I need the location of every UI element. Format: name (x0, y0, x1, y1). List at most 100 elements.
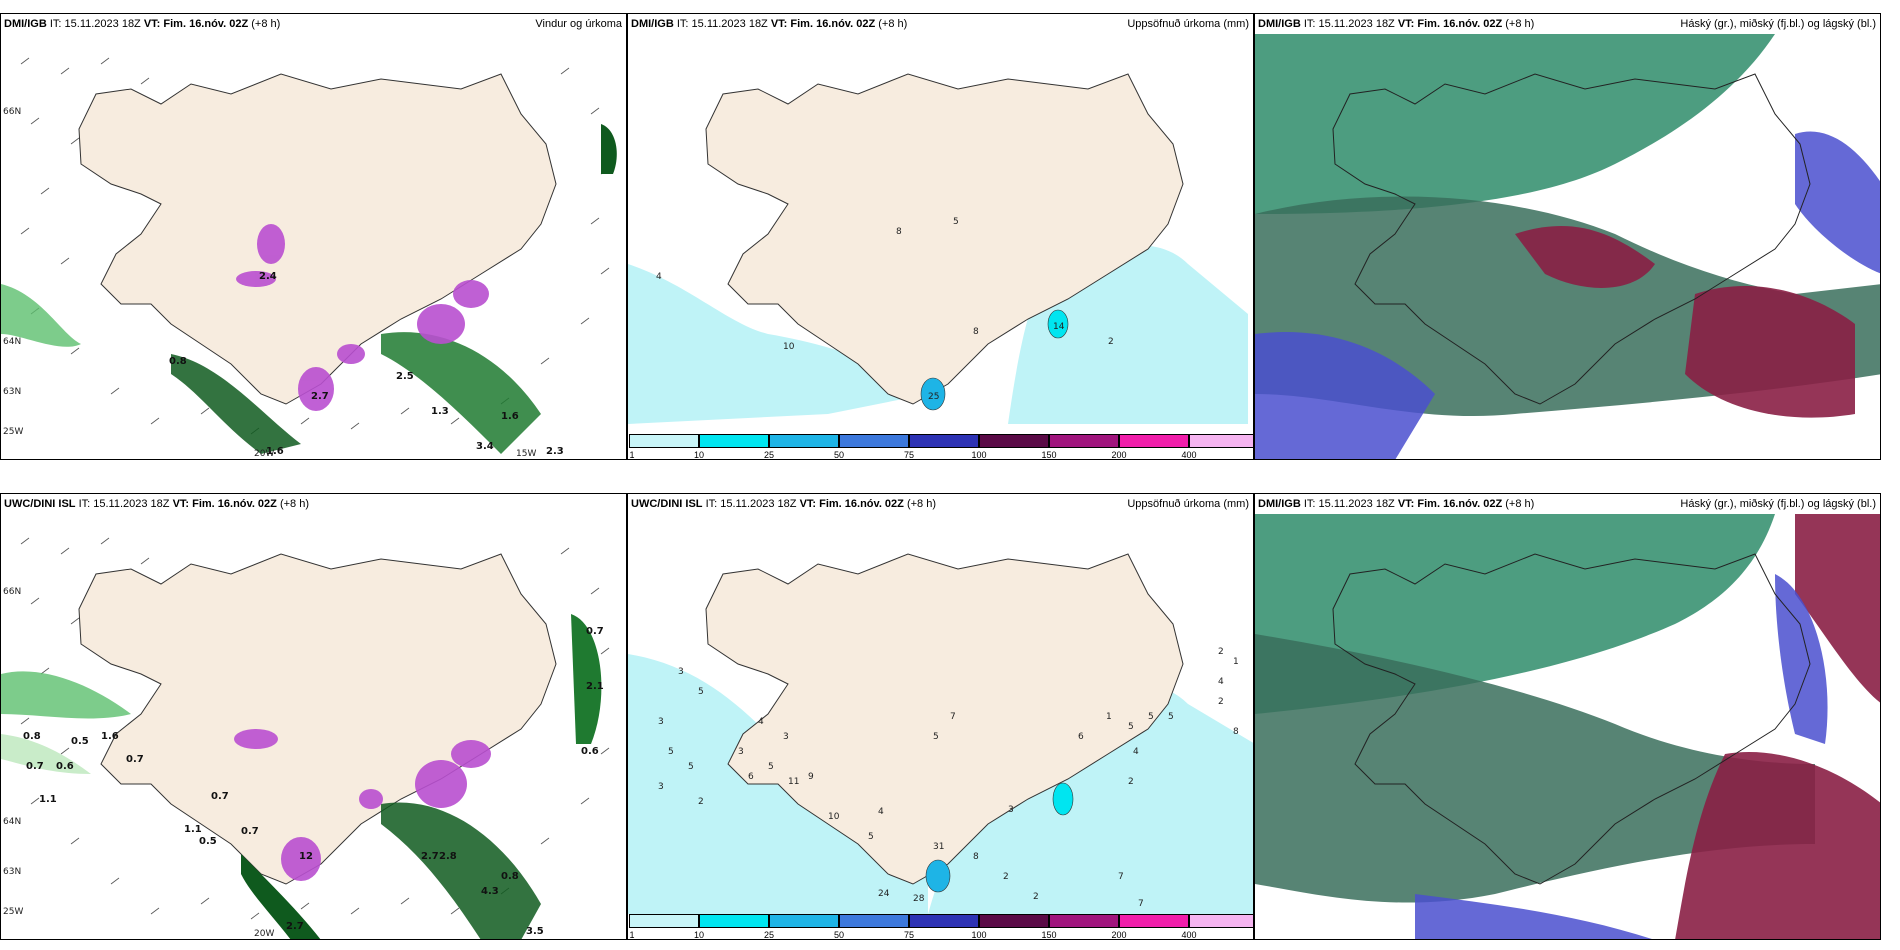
colorbar-tick: 100 (971, 450, 987, 460)
lat-label: 63N (3, 387, 21, 397)
value-label: 4 (758, 717, 764, 727)
init-time: 15.11.2023 18Z (691, 18, 768, 30)
accum-precip-map: 3 5 3 4 3 5 5 3 2 3 6 5 11 9 10 4 5 7 5 … (628, 553, 1253, 914)
value-label: 5 (933, 732, 939, 742)
value-label: 2 (698, 797, 704, 807)
colorbar-swatch (1119, 434, 1189, 448)
value-label: 9 (808, 772, 814, 782)
colorbar-swatch (979, 914, 1049, 928)
value-label: 8 (1233, 727, 1239, 737)
colorbar-tick: 400 (1181, 450, 1197, 460)
iceland-outline (1332, 73, 1811, 405)
value-label: 1.3 (431, 406, 449, 417)
init-time: 15.11.2023 18Z (1318, 498, 1395, 510)
value-label: 14 (1053, 322, 1065, 332)
value-label: 7 (1118, 872, 1124, 882)
valid-time: Fim. 16.nóv. 02Z (163, 18, 249, 30)
colorbar-swatch (909, 914, 979, 928)
value-label: 2 (1033, 892, 1039, 902)
value-label: 2.3 (546, 446, 564, 457)
panel-title: Uppsöfnuð úrkoma (mm) (1127, 18, 1249, 30)
panel-header: DMI/IGB IT: 15.11.2023 18Z VT: Fim. 16.n… (1, 14, 626, 34)
panel-title: Háský (gr.), miðský (fj.bl.) og lágský (… (1680, 498, 1876, 510)
cloud-cover-map (1255, 34, 1880, 459)
lon-label: 20W (254, 449, 274, 459)
value-label: 1 (1106, 712, 1112, 722)
precip-magenta (236, 224, 489, 411)
value-label: 1.1 (39, 794, 57, 805)
model-name: UWC/DINI ISL (631, 498, 703, 510)
value-label: 2.7 (286, 921, 304, 932)
colorbar-tick: 75 (903, 930, 915, 940)
value-label: 3 (678, 667, 684, 677)
value-label: 8 (973, 327, 979, 337)
value-label: 10 (828, 812, 840, 822)
value-label: 0.8 (169, 356, 187, 367)
value-label: 4 (656, 272, 662, 282)
value-label: 1 (1233, 657, 1239, 667)
value-label: 2 (1108, 337, 1114, 347)
value-label: 3.4 (476, 441, 494, 452)
colorbar-tick: 50 (833, 930, 845, 940)
colorbar-swatch (1189, 914, 1253, 928)
valid-time: Fim. 16.nóv. 02Z (790, 18, 876, 30)
panel-title: Háský (gr.), miðský (fj.bl.) og lágský (… (1680, 18, 1876, 30)
lat-label: 66N (3, 587, 21, 597)
model-name: DMI/IGB (631, 18, 674, 30)
value-label: 5 (1128, 722, 1134, 732)
colorbar-tick: 150 (1041, 450, 1057, 460)
value-label: 2.5 (396, 371, 414, 382)
colorbar-tick: 25 (763, 450, 775, 460)
precip-green (1, 124, 617, 454)
value-label: 4 (1218, 677, 1224, 687)
wind-precip-map: 0.8 2.4 2.7 2.5 1.3 1.6 3.4 2.3 1.6 66N … (1, 57, 617, 459)
init-time: 15.11.2023 18Z (720, 498, 797, 510)
value-label: 5 (688, 762, 694, 772)
colorbar-tick: 200 (1111, 450, 1127, 460)
panel-header: UWC/DINI ISL IT: 15.11.2023 18Z VT: Fim.… (4, 498, 310, 510)
value-label: 5 (668, 747, 674, 757)
value-label: 2 (1128, 777, 1134, 787)
value-label: 5 (1148, 712, 1154, 722)
panel-clouds-dmi: DMI/IGB IT: 15.11.2023 18Z VT: Fim. 16.n… (1254, 13, 1881, 460)
colorbar-swatch (839, 434, 909, 448)
colorbar-tick: 1 (629, 450, 635, 460)
valid-time: Fim. 16.nóv. 02Z (1417, 498, 1503, 510)
value-label: 1.6 (266, 446, 284, 457)
model-name: DMI/IGB (4, 18, 47, 30)
value-label: 0.8 (23, 731, 41, 742)
lat-label: 64N (3, 337, 21, 347)
colorbar-tick: 400 (1181, 930, 1197, 940)
colorbar-tick: 10 (693, 930, 705, 940)
value-label: 7 (1138, 899, 1144, 909)
value-label: 2.7 (311, 391, 329, 402)
colorbar-tick: 25 (763, 930, 775, 940)
valid-time: Fim. 16.nóv. 02Z (819, 498, 904, 510)
colorbar-swatch (839, 914, 909, 928)
value-label: 0.7 (241, 826, 259, 837)
lat-label: 25W (3, 427, 23, 437)
wind-precip-map: 0.8 0.5 1.6 0.7 0.7 0.6 1.1 0.7 0.5 1.1 … (1, 537, 610, 939)
lat-label: 66N (3, 107, 21, 117)
panel-header: DMI/IGB IT: 15.11.2023 18Z VT: Fim. 16.n… (1255, 14, 1880, 34)
lon-label: 15W (516, 449, 536, 459)
value-label: 0.7 (211, 791, 229, 802)
value-label: 0.8 (501, 871, 519, 882)
value-label: 7 (950, 712, 956, 722)
lon-label: 20W (254, 929, 274, 939)
colorbar-swatch (769, 914, 839, 928)
value-label: 3 (1008, 805, 1014, 815)
panel-title: Vindur og úrkoma (535, 18, 622, 30)
value-label: 5 (768, 762, 774, 772)
colorbar-tick: 75 (903, 450, 915, 460)
value-label: 3 (738, 747, 744, 757)
value-label: 4.3 (481, 886, 499, 897)
iceland-land (705, 553, 1184, 885)
panel-accum-precip-uwc: UWC/DINI ISL IT: 15.11.2023 18Z VT: Fim.… (627, 493, 1254, 940)
value-label: 8 (896, 227, 902, 237)
panel-accum-precip-dmi: DMI/IGB IT: 15.11.2023 18Z VT: Fim. 16.n… (627, 13, 1254, 460)
value-label: 11 (788, 777, 799, 787)
panel-clouds-uwc: DMI/IGB IT: 15.11.2023 18Z VT: Fim. 16.n… (1254, 493, 1881, 940)
colorbar-tick: 10 (693, 450, 705, 460)
value-label: 5 (953, 217, 959, 227)
